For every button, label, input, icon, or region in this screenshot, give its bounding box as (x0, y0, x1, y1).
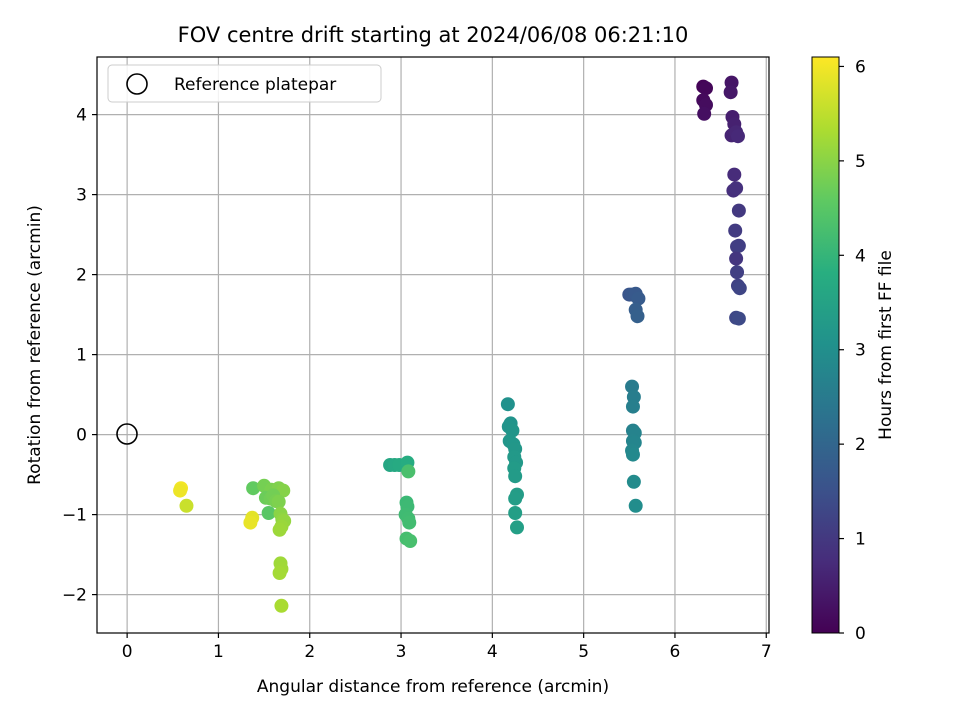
data-point (508, 469, 523, 484)
y-axis-title: Rotation from reference (arcmin) (25, 205, 45, 485)
data-points (173, 75, 747, 613)
y-tick-label: 3 (76, 186, 87, 206)
data-point (626, 474, 641, 489)
x-axis-title: Angular distance from reference (arcmin) (257, 677, 609, 697)
data-point (730, 129, 745, 144)
colorbar-tick-label: 0 (855, 624, 866, 644)
data-point (402, 515, 417, 530)
data-point (727, 167, 742, 182)
chart-title: FOV centre drift starting at 2024/06/08 … (178, 23, 689, 47)
x-tick-label: 5 (578, 642, 589, 662)
data-point (272, 522, 287, 537)
legend-marker (126, 73, 148, 95)
data-point (723, 85, 738, 100)
data-point (625, 379, 640, 394)
data-point (729, 181, 744, 196)
data-point (500, 397, 515, 412)
y-tick-label: 4 (76, 106, 87, 126)
colorbar-ticks: 0 1 2 3 4 5 6 (839, 57, 866, 644)
x-tick-label: 4 (487, 642, 498, 662)
grid-lines (97, 57, 769, 633)
y-tick-label: 1 (76, 346, 87, 366)
data-point (173, 483, 188, 498)
data-point (732, 281, 747, 296)
data-point (729, 251, 744, 266)
data-point (731, 311, 746, 326)
x-tick-label: 2 (304, 642, 315, 662)
data-point (731, 203, 746, 218)
data-point (728, 223, 743, 238)
x-tick-label: 3 (396, 642, 407, 662)
legend-box (107, 64, 382, 103)
data-point (179, 498, 194, 513)
data-point (508, 491, 523, 506)
data-point (628, 498, 643, 513)
data-point (625, 447, 640, 462)
colorbar: 0 1 2 3 4 5 6 Hours from first FF file (811, 56, 896, 644)
x-axis: 0 1 2 3 4 5 6 7 (122, 633, 772, 662)
y-tick-label: 2 (76, 266, 87, 286)
x-tick-label: 7 (761, 642, 772, 662)
data-point (730, 265, 745, 280)
data-point (630, 309, 645, 324)
colorbar-tick-label: 4 (855, 246, 866, 266)
data-point (403, 534, 418, 548)
y-tick-label: 0 (76, 426, 87, 446)
colorbar-gradient (811, 56, 840, 634)
colorbar-tick-label: 5 (855, 152, 866, 172)
x-tick-label: 1 (213, 642, 224, 662)
colorbar-title: Hours from first FF file (876, 250, 896, 440)
data-point (246, 481, 261, 496)
legend-label: Reference platepar (174, 75, 336, 95)
data-point (697, 106, 712, 121)
y-axis: −2 −1 0 1 2 3 4 (62, 106, 97, 606)
x-tick-label: 6 (670, 642, 681, 662)
colorbar-tick-label: 2 (855, 435, 866, 455)
y-tick-label: −1 (62, 506, 87, 526)
data-point (699, 81, 713, 96)
data-point (625, 399, 640, 414)
data-point (274, 598, 289, 613)
data-point (510, 520, 524, 535)
x-tick-label: 0 (122, 642, 133, 662)
data-point (401, 464, 416, 479)
data-point (272, 566, 287, 580)
legend: Reference platepar (107, 64, 382, 103)
data-point (261, 506, 276, 520)
data-point (508, 506, 523, 520)
colorbar-tick-label: 1 (855, 530, 866, 550)
data-point (271, 494, 286, 509)
data-point (731, 238, 746, 253)
plot-frame (96, 56, 770, 634)
colorbar-tick-label: 6 (855, 57, 866, 77)
y-tick-label: −2 (62, 586, 87, 606)
data-point (243, 515, 258, 530)
reference-marker (116, 423, 138, 445)
data-point (631, 291, 646, 306)
colorbar-tick-label: 3 (855, 341, 866, 361)
